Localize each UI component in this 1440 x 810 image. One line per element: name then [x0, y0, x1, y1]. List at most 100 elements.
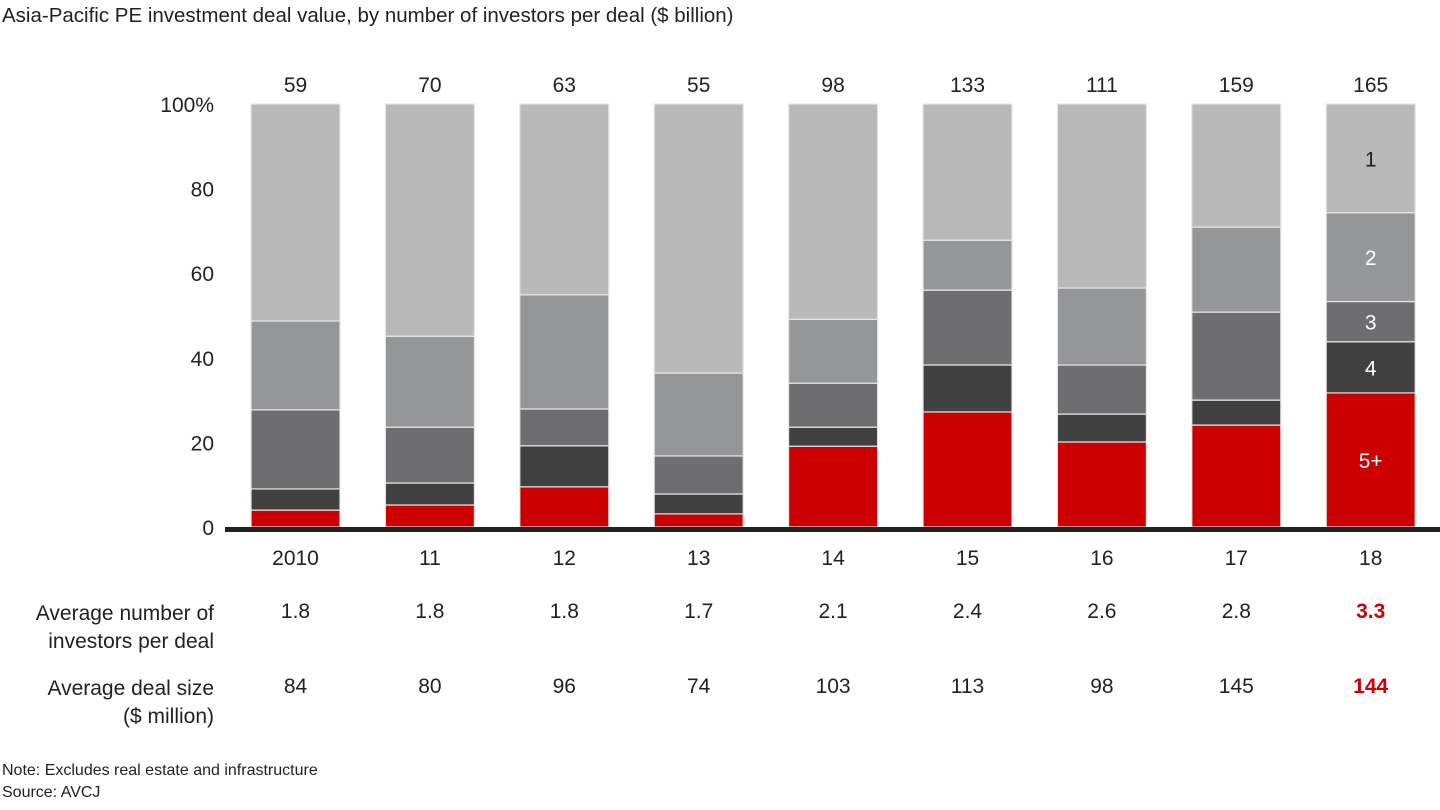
bar-segment-2 — [250, 320, 341, 411]
row-label-line: Average deal size — [47, 677, 214, 700]
bar-segment-3 — [384, 426, 475, 484]
table-cell: 3.3 — [1356, 600, 1386, 623]
y-tick-label: 40 — [191, 348, 214, 371]
bar-segment-2 — [1056, 287, 1148, 366]
x-tick-label: 2010 — [272, 547, 319, 570]
bar-total-label: 159 — [1219, 74, 1254, 97]
table-cell: 144 — [1353, 675, 1389, 698]
table-cell: 1.7 — [684, 600, 714, 623]
bar-segment-1 — [250, 103, 341, 322]
bar-total-label: 70 — [418, 74, 441, 97]
bar-segment-4 — [787, 426, 879, 447]
x-tick-label: 17 — [1225, 547, 1248, 570]
bar-segment-2 — [519, 294, 610, 410]
table-cell: 1.8 — [415, 600, 445, 623]
bar-segment-3 — [653, 455, 744, 495]
x-tick-label: 16 — [1090, 547, 1113, 570]
table-cell: 2.6 — [1087, 600, 1117, 623]
row-label-line: ($ million) — [122, 705, 214, 728]
bar-segment-4 — [384, 482, 475, 506]
bar-segment-1 — [653, 103, 744, 374]
bar-segment-3 — [519, 408, 610, 447]
bar-segment-3 — [1191, 311, 1282, 401]
bar-segment-2 — [922, 239, 1013, 291]
table-cell: 2.8 — [1221, 600, 1251, 623]
bar-segment-5plus — [1191, 424, 1282, 528]
bar-segment-3 — [787, 382, 879, 428]
stacked-bar-chart: 020406080100%592010701163125513981413315… — [160, 74, 1440, 570]
x-tick-label: 12 — [553, 547, 576, 570]
row-label-avg-investors: Average number of investors per deal — [36, 600, 214, 656]
bar-segment-5plus — [384, 504, 475, 528]
x-tick-label: 15 — [956, 547, 979, 570]
y-tick-label: 20 — [191, 432, 214, 455]
bar-total-label: 98 — [821, 74, 844, 97]
footnote-note: Note: Excludes real estate and infrastru… — [2, 762, 318, 779]
segment-label: 5+ — [1359, 450, 1383, 473]
bar-segment-2 — [1325, 212, 1416, 303]
row-label-line: Average number of — [35, 602, 214, 625]
segment-label: 2 — [1365, 247, 1377, 270]
bar-segment-5plus — [922, 411, 1013, 528]
table-cell: 74 — [687, 675, 711, 698]
table-cell: 1.8 — [549, 600, 579, 623]
bar-segment-2 — [1191, 226, 1282, 313]
table-cell: 2.1 — [818, 600, 848, 623]
bar-segment-1 — [1325, 103, 1416, 214]
bar-segment-5plus — [787, 445, 879, 528]
bar-segment-3 — [922, 289, 1013, 366]
table-cell: 98 — [1090, 675, 1114, 698]
y-tick-label: 60 — [191, 263, 214, 286]
footnote-source: Source: AVCJ — [2, 784, 101, 801]
bar-segment-5plus — [1325, 392, 1416, 528]
x-tick-label: 11 — [419, 547, 441, 570]
bar-segment-4 — [1325, 341, 1416, 394]
bar-segment-1 — [1191, 103, 1282, 228]
table-cell: 2.4 — [952, 600, 983, 623]
bar-total-label: 133 — [950, 74, 985, 97]
y-tick-label: 100% — [160, 94, 214, 117]
y-tick-label: 80 — [191, 179, 214, 202]
bar-segment-1 — [787, 103, 879, 320]
bar-segment-4 — [653, 493, 744, 515]
table-cell: 145 — [1218, 675, 1254, 698]
bar-segment-5plus — [250, 509, 341, 528]
table-cell: 113 — [950, 675, 985, 698]
bar-segment-4 — [1056, 413, 1148, 443]
bar-total-label: 63 — [553, 74, 576, 97]
bar-total-label: 55 — [687, 74, 710, 97]
chart-title: Asia-Pacific PE investment deal value, b… — [2, 4, 734, 27]
segment-label: 1 — [1365, 148, 1377, 171]
bar-segment-4 — [1191, 399, 1282, 426]
bar-segment-1 — [519, 103, 610, 296]
x-tick-label: 14 — [821, 547, 845, 570]
bar-segment-1 — [922, 103, 1013, 241]
bar-segment-3 — [1325, 300, 1416, 343]
y-tick-label: 0 — [202, 517, 214, 540]
bar-segment-3 — [250, 409, 341, 490]
bar-segment-4 — [922, 364, 1013, 413]
segment-label: 3 — [1365, 312, 1377, 335]
table-cell: 96 — [552, 675, 576, 698]
bar-segment-5plus — [1056, 441, 1148, 528]
bar-total-label: 165 — [1353, 74, 1388, 97]
bar-segment-2 — [653, 372, 744, 457]
bar-total-label: 59 — [284, 74, 307, 97]
x-tick-label: 13 — [687, 547, 710, 570]
x-axis-baseline — [225, 527, 1440, 532]
bar-segment-1 — [384, 103, 475, 337]
table-cell: 80 — [418, 675, 442, 698]
bar-segment-2 — [384, 335, 475, 428]
bar-segment-4 — [250, 488, 341, 511]
row-label-line: investors per deal — [48, 630, 214, 653]
row-label-avg-deal-size: Average deal size ($ million) — [47, 675, 214, 731]
bar-segment-5plus — [653, 513, 744, 528]
bar-segment-2 — [787, 318, 879, 384]
bar-segment-5plus — [519, 486, 610, 528]
bar-total-label: 111 — [1086, 74, 1118, 97]
bar-segment-4 — [519, 445, 610, 488]
bar-segment-1 — [1056, 103, 1148, 289]
segment-label: 4 — [1365, 357, 1377, 380]
table-cell: 103 — [815, 675, 851, 698]
bar-segment-3 — [1056, 364, 1148, 415]
